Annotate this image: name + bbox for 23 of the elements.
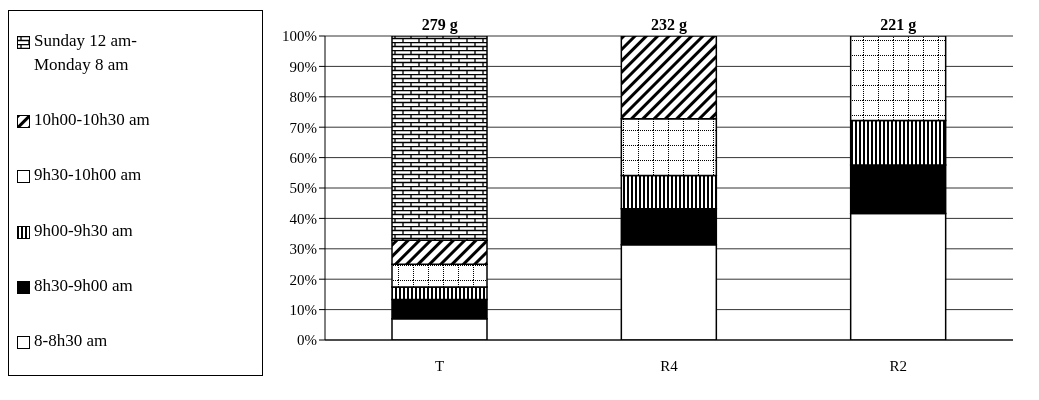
y-tick-label: 20% bbox=[289, 271, 317, 288]
y-tick-label: 60% bbox=[289, 149, 317, 166]
x-tick-label: R2 bbox=[889, 357, 908, 374]
y-tick-label: 80% bbox=[289, 89, 317, 106]
legend-label: 8h30-9h00 am bbox=[34, 274, 133, 297]
legend-label: Sunday 12 am-Monday 8 am bbox=[34, 29, 138, 76]
y-tick-label: 100% bbox=[282, 28, 317, 45]
y-tick-label: 10% bbox=[289, 301, 317, 318]
annotation: 221 g bbox=[880, 16, 917, 34]
annotation: 232 g bbox=[651, 16, 687, 34]
legend-label: 9h30-10h00 am bbox=[34, 164, 142, 187]
annotation: 279 g bbox=[421, 16, 458, 34]
x-tick-label: R4 bbox=[660, 357, 679, 374]
y-tick-label: 50% bbox=[289, 180, 317, 197]
y-tick-label: 40% bbox=[289, 210, 317, 227]
legend-label: 8-8h30 am bbox=[34, 330, 108, 353]
x-tick-label: T bbox=[435, 357, 445, 374]
y-tick-label: 30% bbox=[289, 241, 317, 258]
y-tick-label: 90% bbox=[289, 58, 317, 75]
legend-label: 10h00-10h30 am bbox=[34, 109, 150, 131]
y-tick-label: 70% bbox=[289, 119, 317, 136]
y-tick-label: 0% bbox=[297, 332, 317, 349]
legend-label: 9h00-9h30 am bbox=[34, 219, 133, 242]
